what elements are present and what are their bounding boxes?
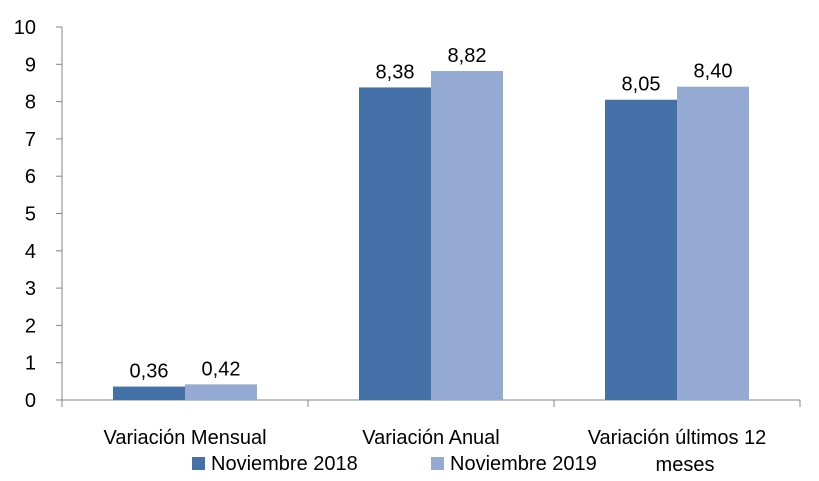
bar-noviembre-2019 bbox=[677, 86, 749, 401]
bar-noviembre-2018 bbox=[359, 87, 431, 401]
bar-noviembre-2018 bbox=[605, 99, 677, 401]
y-tick-label: 6 bbox=[25, 166, 36, 188]
data-label: 8,38 bbox=[376, 61, 415, 83]
data-label: 8,40 bbox=[694, 61, 733, 83]
legend-label: Noviembre 2018 bbox=[211, 453, 358, 475]
legend-swatch-noviembre-2019 bbox=[431, 457, 444, 470]
y-tick-label: 2 bbox=[25, 315, 36, 337]
data-label: 8,05 bbox=[622, 74, 661, 96]
y-tick-label: 9 bbox=[25, 54, 36, 76]
y-tick-label: 3 bbox=[25, 278, 36, 300]
y-tick-label: 1 bbox=[25, 353, 36, 375]
bar-noviembre-2018 bbox=[113, 386, 185, 400]
y-tick-label: 0 bbox=[25, 390, 36, 412]
legend-label: Noviembre 2019 bbox=[450, 453, 597, 475]
data-label: 0,36 bbox=[130, 361, 169, 383]
x-category-label: Variación Mensual bbox=[103, 427, 266, 449]
data-label: 8,82 bbox=[448, 45, 487, 67]
x-category-label: Variación últimos 12 meses bbox=[588, 427, 767, 476]
legend-swatch-noviembre-2018 bbox=[192, 457, 205, 470]
data-label: 0,42 bbox=[202, 358, 241, 380]
y-tick-label: 8 bbox=[25, 92, 36, 114]
y-tick-label: 4 bbox=[25, 241, 36, 263]
y-tick-label: 10 bbox=[14, 17, 36, 39]
bar-noviembre-2019 bbox=[185, 384, 257, 400]
x-category-label: Variación Anual bbox=[362, 427, 500, 449]
y-tick-label: 5 bbox=[25, 204, 36, 226]
y-tick-label: 7 bbox=[25, 129, 36, 151]
bar-noviembre-2019 bbox=[431, 71, 503, 400]
